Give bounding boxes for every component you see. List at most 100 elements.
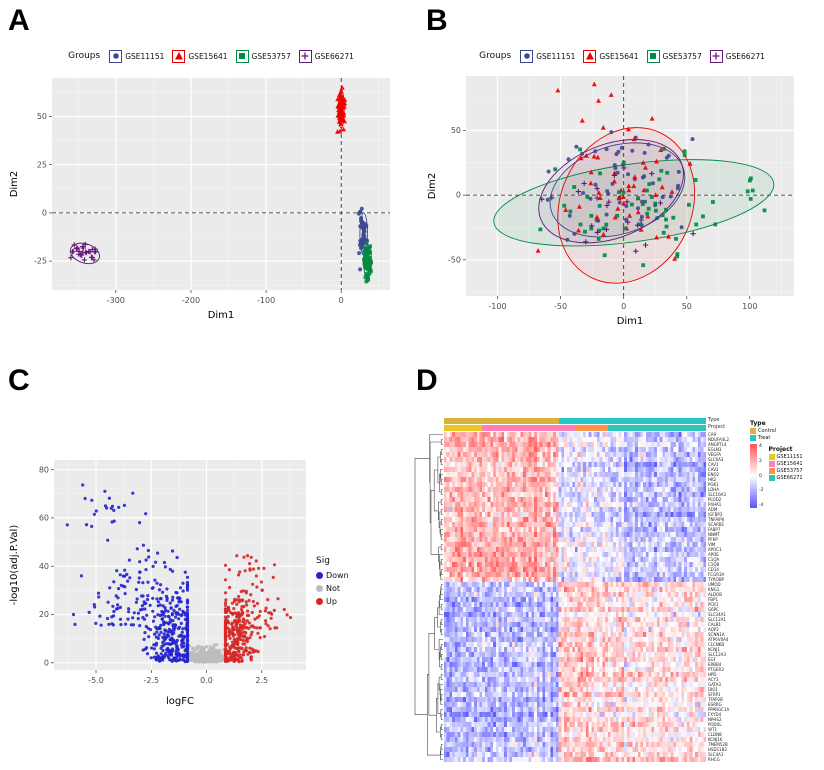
row-label: CALB1 <box>708 622 722 627</box>
svg-text:-200: -200 <box>182 296 200 305</box>
row-label: ADM <box>708 507 718 512</box>
panel-b-label: B <box>426 4 448 37</box>
row-label: UMOD <box>708 582 721 587</box>
row-label: CD14 <box>708 567 719 572</box>
row-label: APOE <box>708 552 719 557</box>
panel-a-groups-legend: Groups GSE11151 GSE15641 GSE53757 GSE66271 <box>6 48 416 64</box>
swatch-icon <box>750 428 756 434</box>
swatch-icon <box>768 454 775 460</box>
type-annotation-bar: Type <box>444 417 719 424</box>
triangle-marker-icon <box>583 49 597 63</box>
square-marker-icon <box>646 49 660 63</box>
row-label: CLCNKB <box>708 642 725 647</box>
colorbar-tick: 4 <box>759 444 762 449</box>
project-legend: Project GSE11151 GSE15641 GSE53757 GSE66271 <box>768 444 803 508</box>
project-legend-label: GSE53757 <box>776 468 803 474</box>
svg-text:100: 100 <box>742 302 757 311</box>
panel-b-pca-ellipse-scatter: -100 -50 0 50 100 -50 0 50 Dim1 Dim2 <box>424 68 820 334</box>
dot-marker-icon <box>316 598 323 605</box>
project-legend-item: GSE66271 <box>768 475 803 481</box>
project-legend-label: GSE11151 <box>776 454 803 460</box>
row-label: FCGR3A <box>708 572 725 577</box>
svg-text:-100: -100 <box>488 302 506 311</box>
row-label: PFKP <box>708 537 718 542</box>
legend-item-gse15641: GSE15641 <box>172 49 228 63</box>
panel-b: B Groups GSE11151 GSE15641 GSE53757 GSE66271… <box>424 4 820 360</box>
panel-b-groups-legend: Groups GSE11151 GSE15641 GSE53757 GSE66271 <box>424 48 820 64</box>
colorbar-tick: -2 <box>759 488 764 494</box>
row-label: ACY3 <box>708 677 719 682</box>
svg-text:-50: -50 <box>448 255 461 264</box>
project-legend-title: Project <box>768 446 793 453</box>
type-legend-label: Treat <box>758 435 771 441</box>
panel-a: A Groups GSE11151 GSE15641 GSE53757 GSE66271… <box>6 4 416 360</box>
project-legend-item: GSE53757 <box>768 468 803 474</box>
legend-label: Up <box>326 597 337 606</box>
svg-text:2.5: 2.5 <box>255 676 268 685</box>
svg-text:-300: -300 <box>107 296 125 305</box>
row-label: RHCG <box>708 757 720 762</box>
type-bar-name: Type <box>708 417 720 423</box>
row-label: C1QB <box>708 562 720 567</box>
heatmap-wrap: Type Project CA9 NDUFA4L2 ANGPTL4 EGLN3 VEGFA… <box>414 417 822 762</box>
row-label: SCNN1A <box>708 632 725 637</box>
heatmap-canvas <box>444 432 706 762</box>
row-label: LDHA <box>708 487 720 492</box>
row-label: HSD11B2 <box>708 747 728 752</box>
legend-item-gse15641: GSE15641 <box>583 49 639 63</box>
colorbar-ticks: 4 2 0 -2 -4 <box>759 444 764 508</box>
legend-label: GSE15641 <box>599 51 639 61</box>
svg-text:-100: -100 <box>257 296 275 305</box>
row-label: HPD <box>708 672 717 677</box>
row-label: FABP7 <box>708 527 721 532</box>
svg-text:Dim1: Dim1 <box>208 310 235 321</box>
row-label: NDUFA4L2 <box>708 437 729 442</box>
legend-label: GSE11151 <box>125 51 165 61</box>
svg-text:60: 60 <box>39 514 49 523</box>
row-label: NPHS2 <box>708 717 722 722</box>
panel-c-sig-legend: Sig Down Not Up <box>316 556 349 610</box>
circle-marker-icon <box>520 49 534 63</box>
svg-text:20: 20 <box>39 610 49 619</box>
project-segment <box>482 425 575 431</box>
legend-title: Sig <box>316 556 330 566</box>
colorbar-tick: -4 <box>759 503 764 508</box>
svg-text:-log10(adj.P.Val): -log10(adj.P.Val) <box>9 525 20 606</box>
row-label: ESRRG <box>708 702 722 707</box>
row-label: AQP2 <box>708 627 719 632</box>
row-label: ANGPTL4 <box>708 442 727 447</box>
row-label: KCNJ1 <box>708 647 720 652</box>
row-label: P4HA1 <box>708 502 722 507</box>
row-label: CLDN8 <box>708 732 722 737</box>
swatch-icon <box>750 435 756 441</box>
row-label: VEGFA <box>708 452 722 457</box>
dot-marker-icon <box>316 585 323 592</box>
row-label: PLOD2 <box>708 497 722 502</box>
heatmap-colorbar <box>750 444 757 508</box>
svg-text:logFC: logFC <box>166 696 194 707</box>
svg-text:0: 0 <box>339 296 344 305</box>
row-dendrogram <box>414 434 443 760</box>
row-label: SFRP1 <box>708 692 721 697</box>
colorbar-tick: 0 <box>759 473 762 479</box>
legend-label: GSE11151 <box>536 51 576 61</box>
row-label: SLC34A1 <box>708 612 726 617</box>
legend-item-gse11151: GSE11151 <box>520 49 576 63</box>
svg-text:40: 40 <box>39 562 49 571</box>
legend-item-gse66271: GSE66271 <box>709 49 765 63</box>
legend-item-gse11151: GSE11151 <box>109 49 165 63</box>
legend-item-not: Not <box>316 584 349 593</box>
svg-text:80: 80 <box>39 465 49 474</box>
row-label: IGFBP3 <box>708 512 723 517</box>
row-label: CAV2 <box>708 467 719 472</box>
legend-label: GSE66271 <box>314 51 354 61</box>
svg-text:0: 0 <box>621 302 626 311</box>
row-label: PPARGC1A <box>708 707 730 712</box>
legend-title: Groups <box>68 51 101 61</box>
panel-a-label: A <box>8 4 30 37</box>
legend-label: GSE15641 <box>188 51 228 61</box>
svg-text:0: 0 <box>42 209 47 218</box>
row-label: SLC12A1 <box>708 617 726 622</box>
legend-item-down: Down <box>316 571 349 580</box>
circle-marker-icon <box>109 49 123 63</box>
